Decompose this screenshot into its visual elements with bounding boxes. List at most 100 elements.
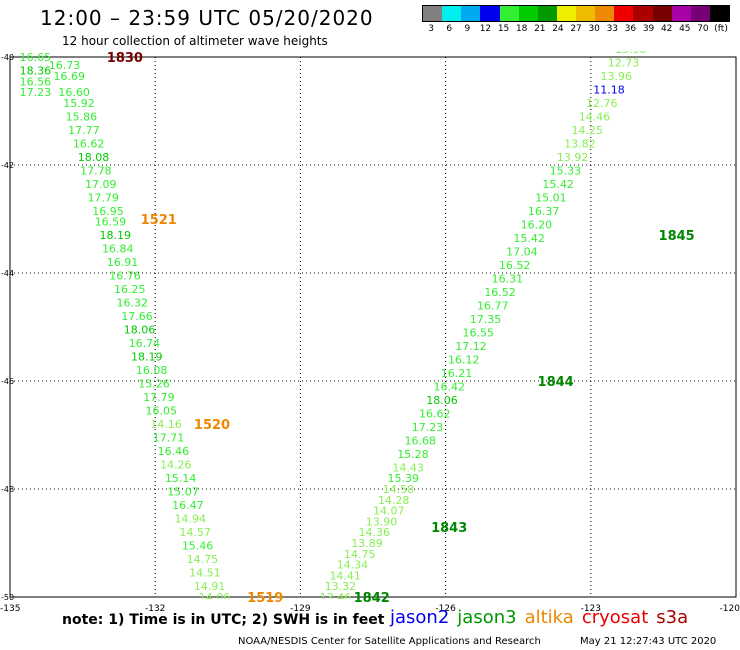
wave-height-value: 17.12 bbox=[455, 340, 487, 353]
wave-height-value: 13.32 bbox=[325, 580, 357, 593]
wave-height-value: 16.32 bbox=[116, 297, 148, 310]
color-swatch bbox=[709, 6, 729, 21]
pass-time-label: 1843 bbox=[431, 521, 467, 536]
wave-height-value: 14.25 bbox=[571, 124, 603, 137]
latitude-tick-label: -46 bbox=[1, 377, 14, 386]
map-frame bbox=[9, 56, 737, 598]
satellite-legend-item: cryosat bbox=[581, 607, 649, 628]
color-swatch bbox=[652, 6, 672, 21]
color-scale-label: (ft) bbox=[714, 24, 728, 34]
longitude-tick-label: -120 bbox=[720, 604, 740, 614]
wave-height-value: 15.92 bbox=[63, 97, 95, 110]
wave-height-value: 13.96 bbox=[600, 70, 632, 83]
wave-height-value: 18.36 bbox=[20, 65, 52, 78]
wave-height-value: 17.35 bbox=[470, 313, 502, 326]
wave-height-value: 16.77 bbox=[477, 299, 509, 312]
wave-height-value: 15.86 bbox=[66, 110, 98, 123]
pass-time-label: 1842 bbox=[354, 591, 390, 606]
longitude-tick-label: -135 bbox=[0, 604, 20, 614]
color-swatch bbox=[556, 6, 576, 21]
wave-height-value: 16.21 bbox=[441, 367, 473, 380]
map-grid bbox=[9, 56, 737, 598]
wave-height-value: 14.57 bbox=[179, 526, 211, 539]
wave-height-value: 14.41 bbox=[329, 569, 361, 582]
wave-height-value: 14.51 bbox=[189, 567, 221, 580]
color-scale-label: 42 bbox=[660, 24, 673, 34]
wave-height-value: 16.62 bbox=[419, 407, 451, 420]
color-scale-label: 45 bbox=[679, 24, 691, 34]
wave-height-value: 16.37 bbox=[528, 205, 560, 218]
color-swatch bbox=[595, 6, 615, 21]
credit-line: NOAA/NESDIS Center for Satellite Applica… bbox=[238, 636, 541, 647]
color-scale-label: 3 bbox=[428, 24, 434, 34]
color-scale-label: 33 bbox=[606, 24, 619, 34]
color-swatch bbox=[537, 6, 557, 21]
wave-height-value: 13.06 bbox=[630, 16, 662, 29]
pass-time-labels: 1830 1521 1520 1519 1842 1843 1844 1845 bbox=[107, 51, 695, 606]
color-scale-labels: 3 6 9 12 15 18 21 24 27 30 33 36 39 42 45 70 (ft) bbox=[422, 24, 730, 38]
wave-height-value: 16.05 bbox=[146, 405, 178, 418]
wave-height-value: 16.60 bbox=[58, 86, 90, 99]
color-scale-label: 27 bbox=[570, 24, 582, 34]
wave-height-value: 16.55 bbox=[463, 326, 495, 339]
wave-height-value: 16.65 bbox=[20, 51, 52, 64]
wave-height-value: 17.09 bbox=[85, 178, 117, 191]
pass-time-label: 1844 bbox=[538, 375, 574, 390]
latitude-tick-label: -40 bbox=[1, 53, 14, 62]
wave-height-value: 18.06 bbox=[426, 394, 458, 407]
wave-height-value: 18.19 bbox=[100, 229, 132, 242]
wave-height-value: 15.39 bbox=[388, 472, 420, 485]
color-swatch bbox=[633, 6, 653, 21]
pass-time-label: 1845 bbox=[659, 229, 695, 244]
wave-height-value: 11.18 bbox=[593, 83, 625, 96]
wave-height-value: 18.19 bbox=[131, 351, 163, 364]
color-swatch bbox=[499, 6, 519, 21]
wave-height-value: 13.44 bbox=[637, 2, 669, 15]
wave-height-value: 15.46 bbox=[182, 540, 214, 553]
wave-height-value: 16.69 bbox=[54, 70, 85, 83]
page-title: 12:00 – 23:59 UTC 05/20/2020 bbox=[40, 6, 374, 30]
color-scale-label: 6 bbox=[446, 24, 453, 34]
color-swatch bbox=[690, 6, 710, 21]
wave-height-value: 16.25 bbox=[114, 283, 146, 296]
wave-height-value: 13.92 bbox=[557, 151, 589, 164]
wave-height-value: 15.42 bbox=[542, 178, 574, 191]
wave-height-value: 15.33 bbox=[550, 164, 582, 177]
wave-height-value: 15.01 bbox=[535, 191, 567, 204]
wave-height-value: 13.38 bbox=[615, 43, 647, 56]
wave-height-value: 16.95 bbox=[92, 205, 124, 218]
wave-height-value: 16.91 bbox=[107, 256, 139, 269]
wave-height-value: 15.07 bbox=[167, 486, 199, 499]
longitude-tick-label: -129 bbox=[290, 604, 311, 614]
wave-height-value: 15.28 bbox=[397, 448, 429, 461]
wave-height-value: 16.08 bbox=[136, 364, 168, 377]
wave-height-value: 15.26 bbox=[138, 378, 170, 391]
color-scale: 3 6 9 12 15 18 21 24 27 30 33 36 39 42 45 70 (ft) bbox=[422, 5, 730, 37]
color-scale-label: 30 bbox=[588, 24, 600, 34]
wave-height-value: 14.46 bbox=[579, 110, 611, 123]
color-swatch bbox=[518, 6, 538, 21]
wave-height-value: 16.12 bbox=[448, 353, 480, 366]
wave-height-value: 14.43 bbox=[392, 461, 424, 474]
color-swatch bbox=[576, 6, 596, 21]
wave-height-value: 14.28 bbox=[378, 494, 410, 507]
wave-height-value: 17.71 bbox=[153, 432, 185, 445]
wave-height-value: 17.04 bbox=[506, 245, 537, 258]
wave-height-value: 16.47 bbox=[172, 499, 204, 512]
wave-height-value: 14.16 bbox=[150, 418, 182, 431]
pass-time-label: 1830 bbox=[107, 51, 143, 66]
wave-height-value: 18.06 bbox=[124, 324, 155, 337]
color-scale-label: 12 bbox=[479, 24, 492, 34]
latitude-tick-label: -44 bbox=[1, 269, 14, 278]
wave-height-value: 14.75 bbox=[187, 553, 219, 566]
longitude-tick-label: -123 bbox=[581, 604, 601, 614]
wave-height-value: 14.58 bbox=[383, 483, 415, 496]
wave-height-value: 14.75 bbox=[344, 548, 376, 561]
color-scale-label: 9 bbox=[464, 24, 471, 34]
units-note: note: 1) Time is in UTC; 2) SWH is in fe… bbox=[62, 612, 385, 628]
color-swatch bbox=[442, 6, 462, 21]
wave-height-value: 12.76 bbox=[586, 97, 618, 110]
track-values: 16.6518.3616.5617.2316.7316.6916.6015.92… bbox=[20, 2, 669, 599]
wave-height-value: 14.91 bbox=[194, 580, 226, 593]
